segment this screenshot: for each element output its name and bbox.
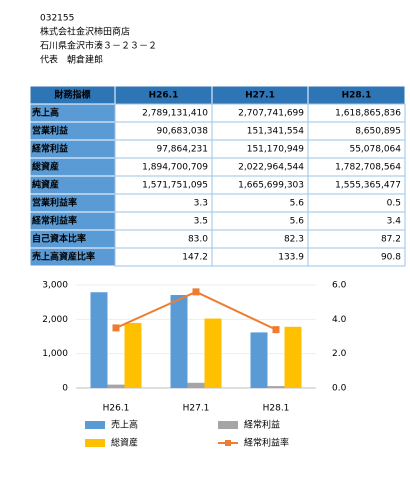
table-cell-text: 133.9 <box>278 253 304 263</box>
table-cell-text: 147.2 <box>182 253 208 263</box>
table-cell-text: 1,555,365,477 <box>335 181 401 191</box>
table-cell-text: 1,618,865,836 <box>335 109 401 119</box>
bar <box>250 332 268 388</box>
table-cell-text: 151,341,554 <box>247 127 305 137</box>
row-label: 自己資本比率 <box>32 233 86 245</box>
row-label: 売上高 <box>32 107 59 119</box>
table-cell-text: 1,571,751,095 <box>142 181 208 191</box>
bar <box>204 318 222 388</box>
y-tick-label: 3,000 <box>42 281 68 291</box>
row-label: 純資産 <box>32 179 59 191</box>
table-cell-text: 1,894,700,709 <box>142 163 208 173</box>
y-tick-label: 0 <box>62 384 68 394</box>
table-cell-text: 97,864,231 <box>156 145 208 155</box>
bar <box>107 384 125 388</box>
row-label: 営業利益 <box>32 125 68 137</box>
row-label: 経常利益 <box>32 143 68 155</box>
legend-swatch <box>85 439 105 447</box>
table-cell-text: 3.4 <box>387 217 402 227</box>
bar <box>90 292 108 388</box>
row-label: 経常利益率 <box>32 215 77 227</box>
table-cell <box>307 247 406 267</box>
legend-label: 総資産 <box>111 437 138 449</box>
legend-swatch <box>85 421 105 429</box>
bar <box>267 386 285 388</box>
header-line: 代表 朝倉建郎 <box>40 54 103 66</box>
table-cell-text: 8,650,895 <box>355 127 401 137</box>
row-label: 総資産 <box>32 161 59 173</box>
table-cell-text: 1,665,699,303 <box>238 181 304 191</box>
y2-tick-label: 6.0 <box>332 281 347 291</box>
table-cell-text: 5.6 <box>290 217 305 227</box>
x-tick-label: H27.1 <box>183 404 210 414</box>
table-cell-text: 55,078,064 <box>349 145 401 155</box>
y-tick-label: 1,000 <box>42 349 68 359</box>
bar <box>124 322 142 388</box>
table-header-text: 財務指標 <box>53 89 90 101</box>
bar <box>187 382 205 388</box>
header-line: 株式会社金沢柿田商店 <box>40 26 130 38</box>
table-cell-text: 3.3 <box>194 199 208 209</box>
table-cell-text: 1,782,708,564 <box>335 163 401 173</box>
table-cell-text: 90,683,038 <box>156 127 208 137</box>
line-marker <box>192 288 200 296</box>
x-tick-label: H28.1 <box>263 404 290 414</box>
y2-tick-label: 0.0 <box>332 384 347 394</box>
table-cell-text: 151,170,949 <box>247 145 305 155</box>
header-line: 石川県金沢市湊３－２３－２ <box>40 40 157 52</box>
table-cell-text: 2,789,131,410 <box>142 109 208 119</box>
x-tick-label: H26.1 <box>103 404 130 414</box>
legend-swatch <box>218 421 238 429</box>
line-marker <box>112 324 120 332</box>
table-header-text: H28.1 <box>342 91 372 101</box>
table-cell-text: 87.2 <box>381 235 401 245</box>
bar <box>284 326 302 388</box>
legend-label: 売上高 <box>111 419 138 431</box>
legend-label: 経常利益 <box>244 419 280 431</box>
table-cell-text: 2,707,741,699 <box>238 109 304 119</box>
y2-tick-label: 2.0 <box>332 349 347 359</box>
table-cell-text: 83.0 <box>188 235 208 245</box>
y2-tick-label: 4.0 <box>332 315 347 325</box>
row-label: 営業利益率 <box>32 197 77 209</box>
table-cell-text: 5.6 <box>290 199 305 209</box>
line-marker <box>272 326 280 334</box>
table-header-text: H27.1 <box>245 91 275 101</box>
legend-label: 経常利益率 <box>244 437 289 449</box>
table-cell-text: 90.8 <box>381 253 401 263</box>
table-header-text: H26.1 <box>149 91 179 101</box>
table-cell-text: 82.3 <box>284 235 304 245</box>
table-cell-text: 0.5 <box>387 199 401 209</box>
table-cell-text: 3.5 <box>194 217 208 227</box>
row-label: 売上高資産比率 <box>32 251 95 263</box>
y-tick-label: 2,000 <box>42 315 68 325</box>
table-cell-text: 2,022,964,544 <box>238 163 304 173</box>
bar <box>170 295 188 388</box>
header-line: 032155 <box>40 14 74 24</box>
legend-swatch-marker <box>225 440 231 446</box>
